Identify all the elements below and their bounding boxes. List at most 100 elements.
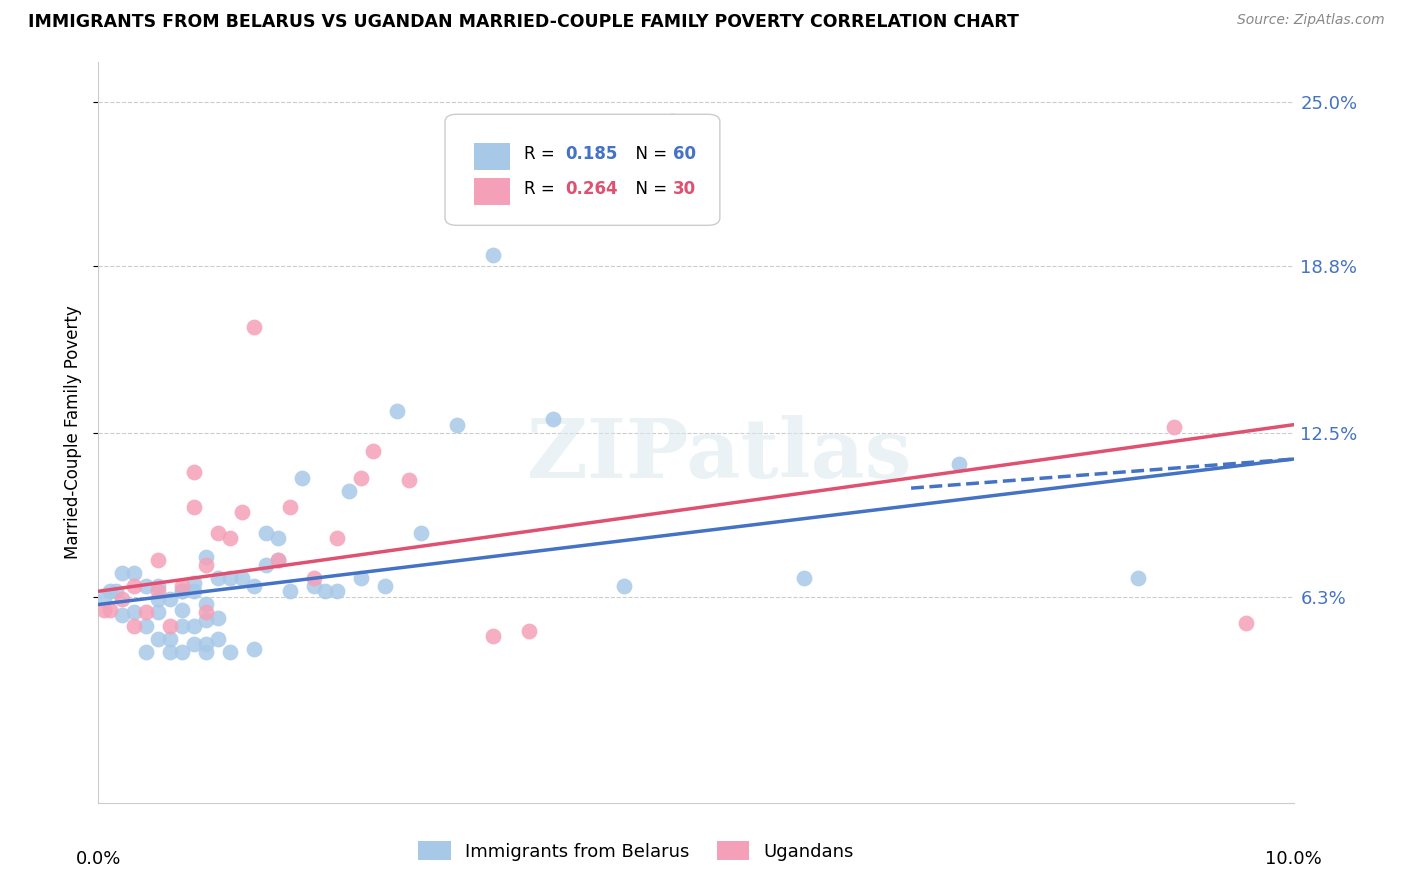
Point [661,113,683,128]
Point [98,603,122,617]
Point [207,611,229,625]
Point [183,637,205,651]
Point [135,579,157,593]
Point [172,645,194,659]
Text: N =: N = [626,180,673,198]
Point [207,571,229,585]
Text: R =: R = [524,145,560,163]
Point [159,632,181,646]
Text: N =: N = [626,145,673,163]
Point [254,526,277,541]
Y-axis label: Married-Couple Family Poverty: Married-Couple Family Poverty [65,306,83,559]
Text: R =: R = [524,180,560,198]
Text: 0.264: 0.264 [565,180,619,198]
Point [267,552,290,566]
Point [231,571,253,585]
Point [374,579,396,593]
Point [267,552,290,566]
FancyBboxPatch shape [446,114,720,226]
Point [124,606,146,620]
Point [254,558,277,572]
Point [159,592,181,607]
Point [1163,420,1185,434]
Point [93,603,115,617]
Point [148,579,170,593]
Point [267,532,290,546]
Point [195,645,218,659]
Point [111,566,134,580]
Point [541,412,564,426]
Point [278,500,301,514]
Point [195,598,218,612]
Point [195,606,218,620]
Point [111,608,134,623]
Point [183,500,205,514]
Point [1234,615,1257,630]
Point [159,618,181,632]
Point [124,566,146,580]
Point [291,470,314,484]
Text: ZIPatlas: ZIPatlas [527,415,912,495]
Point [207,632,229,646]
Point [195,613,218,627]
Point [207,526,229,541]
Point [183,584,205,599]
Point [793,571,815,585]
FancyBboxPatch shape [474,143,509,169]
Point [231,505,253,519]
Point [148,632,170,646]
Point [195,637,218,651]
Point [124,618,146,632]
Point [98,584,122,599]
Point [350,470,373,484]
Point [613,579,636,593]
Point [363,444,385,458]
Point [243,319,266,334]
Point [315,584,337,599]
Point [135,618,157,632]
Point [398,473,420,487]
Text: Source: ZipAtlas.com: Source: ZipAtlas.com [1237,13,1385,28]
Point [243,579,266,593]
Point [350,571,373,585]
Point [219,645,242,659]
Point [124,579,146,593]
Point [148,584,170,599]
Text: 30: 30 [673,180,696,198]
Point [385,404,409,418]
Point [183,576,205,591]
Point [302,579,325,593]
Point [172,584,194,599]
Point [243,642,266,657]
Point [172,579,194,593]
Point [172,618,194,632]
Text: 0.0%: 0.0% [76,850,121,869]
Point [326,584,349,599]
Point [148,606,170,620]
Point [339,483,361,498]
Point [195,558,218,572]
Text: 0.185: 0.185 [565,145,619,163]
Point [105,584,128,599]
FancyBboxPatch shape [474,178,509,204]
Point [135,606,157,620]
Point [302,571,325,585]
Point [446,417,468,432]
Point [183,465,205,479]
Text: 10.0%: 10.0% [1265,850,1322,869]
Point [948,458,970,472]
Point [148,552,170,566]
Point [278,584,301,599]
Point [326,532,349,546]
Point [93,592,115,607]
Point [517,624,540,638]
Text: 60: 60 [673,145,696,163]
Point [148,592,170,607]
Point [411,526,433,541]
Point [111,592,134,607]
Point [172,603,194,617]
Point [482,248,505,262]
Legend: Immigrants from Belarus, Ugandans: Immigrants from Belarus, Ugandans [411,834,862,868]
Point [172,584,194,599]
Point [219,532,242,546]
